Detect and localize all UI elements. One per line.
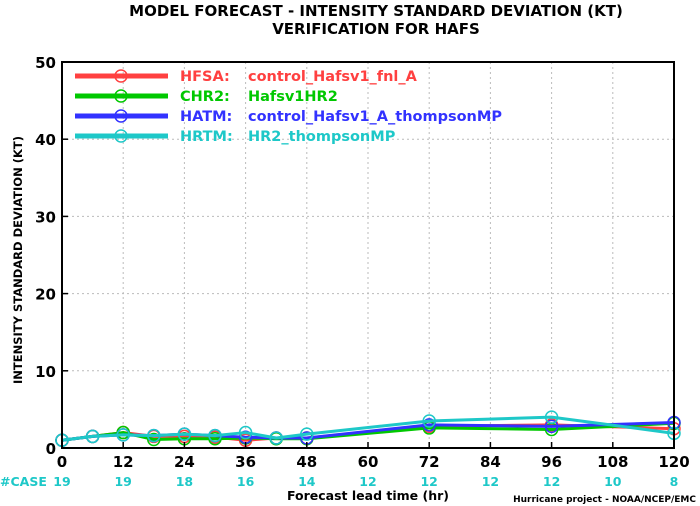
x-tick-label: 24 <box>174 453 195 471</box>
data-point <box>544 419 559 434</box>
legend-label: Hafsv1HR2 <box>248 89 338 105</box>
legend-marker <box>114 129 128 143</box>
data-point <box>147 432 161 447</box>
data-point <box>177 427 192 441</box>
y-axis-label: INTENSITY STANDARD DEVIATION (KT) <box>11 136 25 384</box>
legend: HFSA: control_Hafsv1_fnl_A CHR2: Hafsv1HR2 H… <box>75 69 502 145</box>
case-label: #CASE <box>0 474 47 489</box>
case-count: 19 <box>53 474 70 489</box>
credit-text: Hurricane project - NOAA/NCEP/EMC <box>513 495 696 505</box>
x-axis-label: Forecast lead time (hr) <box>287 488 449 503</box>
case-count: 12 <box>420 474 437 489</box>
legend-code: HFSA: <box>180 69 230 85</box>
x-tick-label: 120 <box>658 453 689 471</box>
y-tick-label: 40 <box>35 131 56 149</box>
case-count: 12 <box>482 474 499 489</box>
legend-label: control_Hafsv1_fnl_A <box>248 69 418 85</box>
x-tick-label: 12 <box>113 453 134 471</box>
chart-title: MODEL FORECAST - INTENSITY STANDARD DEVI… <box>129 2 623 20</box>
legend-code: CHR2: <box>180 89 230 105</box>
x-tick-label: 48 <box>296 453 317 471</box>
case-count: 14 <box>298 474 316 489</box>
x-tick-label: 36 <box>235 453 256 471</box>
legend-code: HATM: <box>180 109 232 125</box>
data-point <box>116 428 130 442</box>
x-tick-labels: 0 12 24 36 48 60 72 84 96 108 120 <box>57 442 690 471</box>
x-tick-label: 72 <box>419 453 440 471</box>
x-tick-label: 84 <box>480 453 501 471</box>
case-count: 16 <box>237 474 255 489</box>
case-counts: 19 19 18 16 14 12 12 12 12 10 8 <box>53 474 678 489</box>
case-count: 19 <box>114 474 131 489</box>
y-tick-label: 20 <box>35 286 56 304</box>
y-tick-label: 10 <box>35 363 56 381</box>
legend-code: HRTM: <box>180 129 233 145</box>
data-point <box>208 428 222 443</box>
x-tick-label: 108 <box>597 453 628 471</box>
chart-subtitle: VERIFICATION FOR HAFS <box>272 20 480 38</box>
data-point <box>300 427 314 441</box>
legend-marker <box>114 69 128 83</box>
x-tick-label: 60 <box>358 453 379 471</box>
case-count: 10 <box>604 474 622 489</box>
data-point <box>544 410 559 424</box>
data-point <box>238 425 253 440</box>
y-tick-labels: 0 10 20 30 40 50 <box>35 54 68 458</box>
legend-marker <box>114 109 128 123</box>
data-point <box>147 428 161 443</box>
data-point <box>422 414 436 428</box>
case-count: 12 <box>359 474 376 489</box>
y-tick-label: 30 <box>35 208 56 226</box>
series-group <box>55 410 681 448</box>
series-line <box>61 415 675 442</box>
case-count: 8 <box>670 474 679 489</box>
y-tick-label: 0 <box>46 440 56 458</box>
case-count: 12 <box>543 474 560 489</box>
data-point <box>85 429 100 444</box>
legend-label: control_Hafsv1_A_thompsonMP <box>248 109 502 125</box>
data-point <box>422 418 436 432</box>
x-tick-label: 0 <box>57 453 67 471</box>
legend-label: HR2_thompsonMP <box>248 129 396 145</box>
y-tick-label: 50 <box>35 54 56 72</box>
data-point <box>269 431 283 445</box>
x-tick-label: 96 <box>541 453 562 471</box>
grid-lines <box>62 62 674 448</box>
case-count: 18 <box>176 474 193 489</box>
legend-marker <box>114 89 128 103</box>
